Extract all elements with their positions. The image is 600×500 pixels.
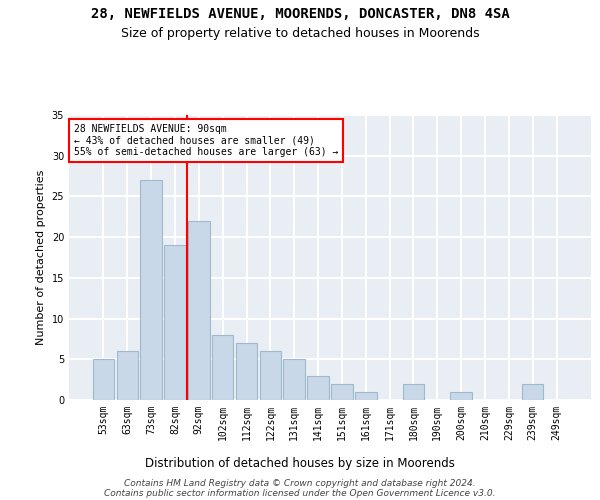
Bar [355, 392, 377, 400]
Text: Distribution of detached houses by size in Moorends: Distribution of detached houses by size … [145, 458, 455, 470]
Text: Contains HM Land Registry data © Crown copyright and database right 2024.: Contains HM Land Registry data © Crown c… [124, 478, 476, 488]
Bar [188, 221, 209, 400]
Y-axis label: Number of detached properties: Number of detached properties [36, 170, 46, 345]
Text: 28, NEWFIELDS AVENUE, MOORENDS, DONCASTER, DN8 4SA: 28, NEWFIELDS AVENUE, MOORENDS, DONCASTE… [91, 8, 509, 22]
Bar [307, 376, 329, 400]
Text: 28 NEWFIELDS AVENUE: 90sqm
← 43% of detached houses are smaller (49)
55% of semi: 28 NEWFIELDS AVENUE: 90sqm ← 43% of deta… [74, 124, 338, 157]
Bar [403, 384, 424, 400]
Bar [164, 246, 186, 400]
Bar [283, 360, 305, 400]
Bar [212, 335, 233, 400]
Bar [260, 351, 281, 400]
Bar [522, 384, 544, 400]
Text: Size of property relative to detached houses in Moorends: Size of property relative to detached ho… [121, 28, 479, 40]
Bar [451, 392, 472, 400]
Bar [93, 360, 114, 400]
Bar [236, 343, 257, 400]
Bar [140, 180, 162, 400]
Bar [331, 384, 353, 400]
Text: Contains public sector information licensed under the Open Government Licence v3: Contains public sector information licen… [104, 488, 496, 498]
Bar [116, 351, 138, 400]
